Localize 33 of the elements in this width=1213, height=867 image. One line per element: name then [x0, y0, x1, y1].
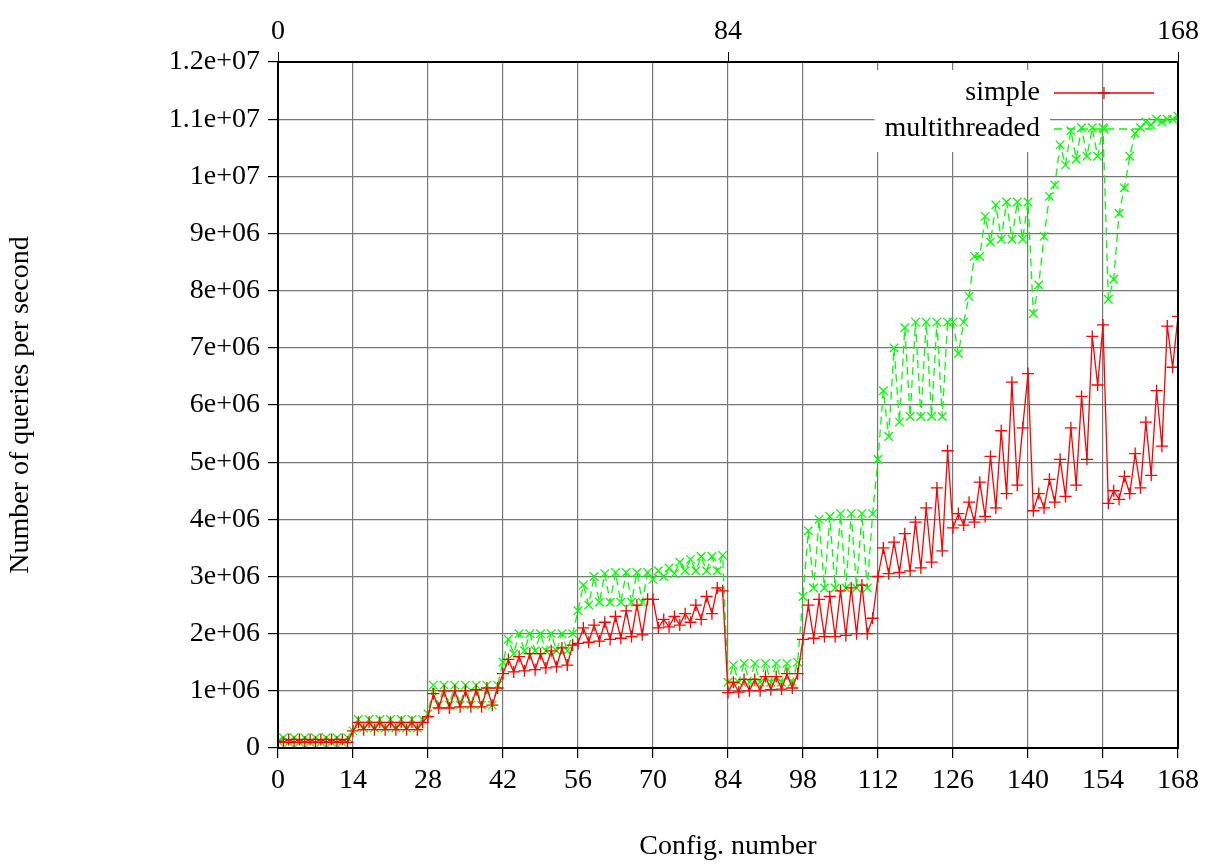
y-tick-label: 1.1e+07	[168, 101, 260, 133]
y-tick-label: 8e+06	[189, 273, 260, 305]
x-tick-label: 140	[1007, 763, 1049, 795]
y-tick-label: 0	[246, 730, 260, 762]
x-axis-title: Config. number	[639, 828, 818, 860]
x-tick-label: 28	[414, 763, 442, 795]
y-tick-label: 7e+06	[189, 330, 260, 362]
x-tick-label: 42	[489, 763, 517, 795]
x-tick-label: 112	[857, 763, 899, 795]
legend-label: simple	[965, 75, 1040, 107]
x-tick-label: 98	[789, 763, 817, 795]
x-tick-label: 14	[339, 763, 367, 795]
y-tick-label: 4e+06	[189, 501, 260, 533]
x-tick-label: 70	[639, 763, 667, 795]
y-tick-label: 1.2e+07	[168, 44, 260, 76]
y-tick-label: 1e+07	[189, 158, 260, 190]
y-tick-label: 3e+06	[189, 558, 260, 590]
y-tick-label: 5e+06	[189, 444, 260, 476]
x2-tick-label: 168	[1157, 13, 1199, 45]
y-tick-label: 9e+06	[189, 215, 260, 247]
legend-label: multithreaded	[884, 111, 1040, 143]
x-tick-label: 0	[271, 763, 285, 795]
y-tick-label: 6e+06	[189, 387, 260, 419]
x-tick-label: 168	[1157, 763, 1199, 795]
y-tick-label: 1e+06	[189, 673, 260, 705]
x-tick-label: 84	[714, 763, 742, 795]
y-tick-label: 2e+06	[189, 616, 260, 648]
x2-tick-label: 0	[271, 13, 285, 45]
y-axis-title: Number of queries per second	[3, 236, 35, 574]
x-tick-label: 154	[1082, 763, 1124, 795]
x-tick-label: 126	[932, 763, 974, 795]
x-tick-label: 56	[564, 763, 592, 795]
x2-tick-label: 84	[714, 13, 742, 45]
